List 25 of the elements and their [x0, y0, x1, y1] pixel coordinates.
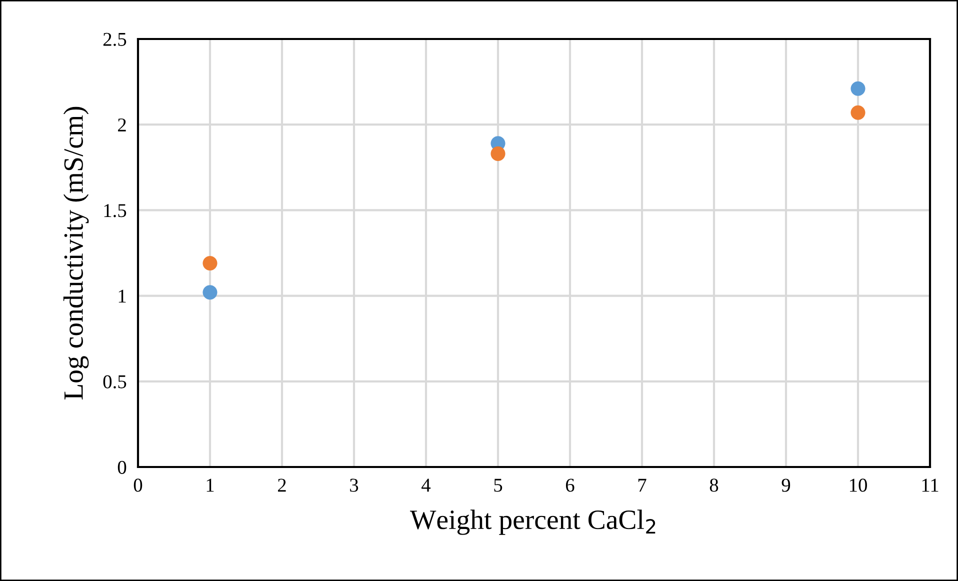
x-tick-label: 4 — [422, 478, 431, 492]
y-axis-title: Log conductivity (mS/cm) — [63, 106, 89, 400]
point — [850, 81, 866, 96]
y-tick-label: 2 — [118, 118, 126, 132]
y-tick-label: 0 — [118, 460, 126, 474]
point — [202, 256, 218, 271]
x-tick-label: 0 — [134, 478, 142, 492]
x-tick-label: 7 — [638, 478, 646, 492]
x-tick-label: 9 — [782, 478, 790, 492]
y-tick-label: 0.5 — [103, 375, 126, 388]
point — [202, 285, 218, 300]
y-tick-label: 1 — [118, 290, 126, 303]
x-tick-label: 8 — [710, 478, 718, 492]
x-tick-label: 6 — [566, 478, 574, 492]
y-tick-label: 1.5 — [104, 204, 126, 218]
x-tick-label: 11 — [922, 478, 938, 492]
point — [850, 105, 866, 120]
x-tick-label: 3 — [350, 478, 358, 492]
x-tick-label: 10 — [850, 478, 867, 492]
y-tick-label: 2.5 — [103, 32, 126, 46]
x-axis-title: Weight percent CaCl$_{2}$ — [410, 510, 656, 535]
x-tick-label: 5 — [494, 478, 502, 492]
x-tick-label: 1 — [206, 478, 214, 492]
x-tick-label: 2 — [278, 478, 286, 492]
point — [490, 146, 506, 161]
